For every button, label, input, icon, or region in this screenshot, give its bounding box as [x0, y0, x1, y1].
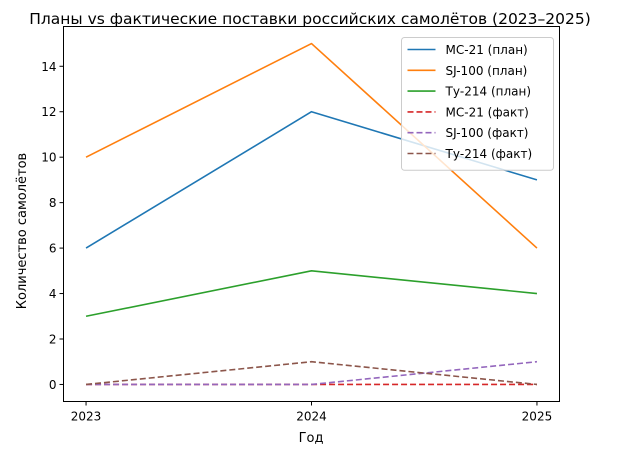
y-axis-label: Количество самолётов [15, 153, 30, 309]
legend-label: Ту-214 (факт) [445, 147, 533, 161]
legend-box [401, 37, 554, 171]
x-tick-label: 2023 [71, 410, 102, 424]
y-tick-label: 4 [49, 287, 57, 301]
series-line-sj-100-план [85, 42, 538, 249]
series-line-ту-214-план [85, 270, 538, 318]
y-tick-label: 14 [41, 60, 56, 74]
y-tick-label: 10 [41, 151, 56, 165]
legend-label: SJ-100 (факт) [446, 126, 529, 140]
legend-label: МС-21 (план) [446, 43, 528, 57]
y-tick-label: 12 [41, 105, 56, 119]
x-axis-ticks: 2023 2024 2025 [71, 401, 553, 424]
x-tick-label: 2024 [296, 410, 327, 424]
y-tick-label: 0 [49, 378, 57, 392]
legend: МС-21 (план) SJ-100 (план) Ту-214 (план) МС… [401, 37, 554, 171]
x-tick-label: 2025 [522, 410, 553, 424]
series-line-sj-100-факт [86, 360, 538, 386]
series-line-ту-214-факт [85, 360, 538, 386]
legend-label: SJ-100 (план) [446, 64, 528, 78]
y-tick-label: 2 [49, 333, 57, 347]
chart-title: Планы vs фактические поставки российских… [29, 10, 591, 28]
plot-frame [63, 26, 560, 402]
legend-label: МС-21 (факт) [446, 105, 529, 119]
y-tick-label: 8 [49, 196, 57, 210]
y-tick-label: 6 [49, 242, 57, 256]
x-axis-label: Год [299, 431, 324, 446]
legend-label: Ту-214 (план) [445, 85, 532, 99]
y-axis-ticks: 0 2 4 6 8 10 12 14 [41, 60, 64, 392]
